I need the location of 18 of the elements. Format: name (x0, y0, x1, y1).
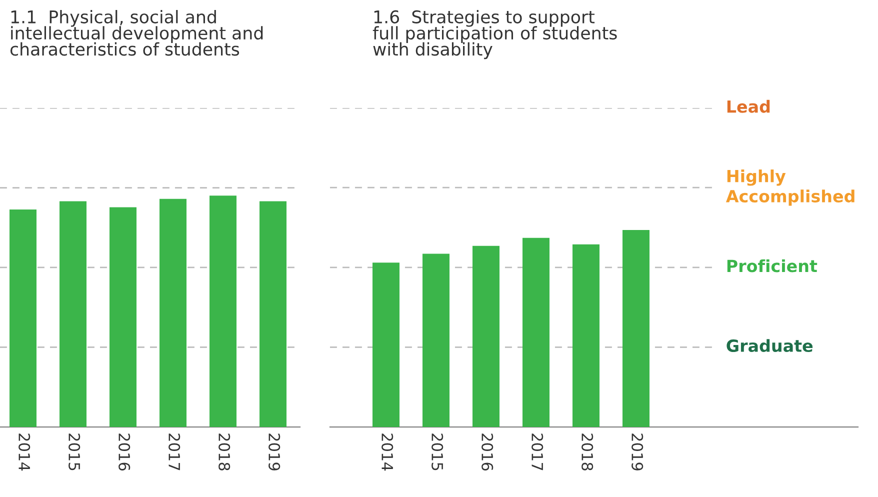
x-tick-label: 2018 (218, 434, 230, 470)
x-tick-label: 2015 (68, 434, 80, 470)
x-tick-label: 2014 (18, 434, 30, 471)
x-tick-label: 2017 (532, 434, 544, 470)
ref-line-label: Proficient (727, 259, 818, 272)
x-tick-label: 2017 (168, 434, 180, 470)
x-tick-label: 2019 (632, 434, 644, 470)
chart-title: 1.1 Physical, social and intellectual development and characteristics of students (10, 10, 263, 56)
ref-line-label: Graduate (726, 339, 813, 352)
x-tick-label: 2015 (432, 434, 444, 470)
ref-line-label: Lead (727, 100, 770, 113)
chart-title: 1.6 Strategies to support full participation of students with disability (372, 10, 617, 60)
x-tick-label: 2016 (482, 434, 494, 470)
x-tick-label: 2016 (118, 434, 130, 470)
ref-line-label: Highly Accomplished (726, 170, 854, 206)
x-tick-label: 2014 (382, 434, 394, 471)
x-tick-label: 2018 (582, 434, 594, 470)
x-tick-label: 2019 (268, 434, 280, 470)
